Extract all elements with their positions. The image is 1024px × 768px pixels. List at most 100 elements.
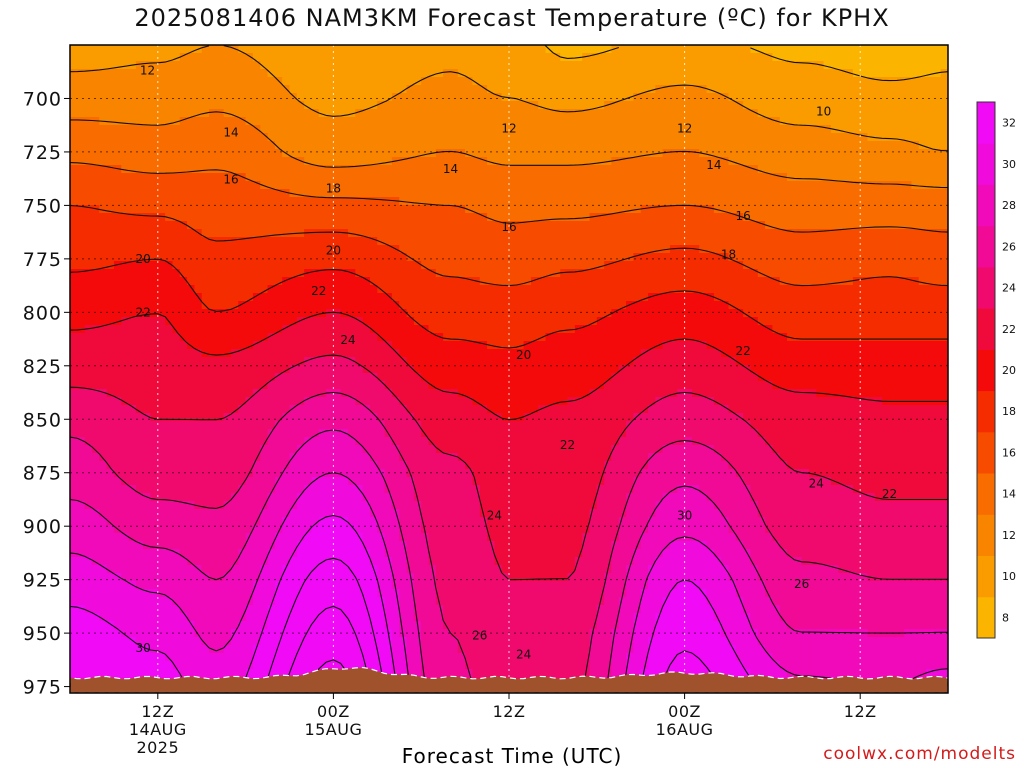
fill-cell [545, 173, 554, 182]
fill-cell [618, 293, 627, 302]
fill-cell [457, 221, 466, 230]
fill-cell [487, 141, 495, 150]
fill-cell [479, 101, 488, 110]
fill-cell [648, 117, 656, 126]
fill-cell [874, 253, 883, 262]
fill-cell [369, 125, 378, 134]
fill-cell [838, 61, 847, 70]
fill-cell [801, 141, 810, 150]
fill-cell [721, 61, 730, 70]
fill-cell [472, 181, 481, 190]
fill-cell [823, 349, 832, 358]
fill-cell [530, 197, 539, 206]
fill-cell [757, 277, 766, 286]
fill-cell [443, 149, 452, 158]
fill-cell [384, 309, 393, 318]
fill-cell [84, 221, 93, 230]
fill-cell [201, 117, 210, 126]
fill-cell [852, 365, 861, 374]
fill-cell [457, 373, 466, 382]
fill-cell [845, 221, 854, 230]
fill-cell [626, 149, 634, 158]
fill-cell [99, 149, 108, 158]
fill-cell [721, 277, 730, 286]
fill-cell [669, 93, 678, 102]
fill-cell [377, 149, 386, 158]
fill-cell [194, 165, 203, 174]
fill-cell [267, 181, 276, 190]
fill-cell [194, 325, 203, 334]
fill-cell [450, 77, 459, 86]
fill-cell [772, 277, 781, 286]
fill-cell [765, 61, 773, 70]
fill-cell [677, 45, 686, 54]
fill-cell [801, 149, 810, 158]
fill-cell [735, 245, 744, 254]
fill-cell [874, 309, 883, 318]
fill-cell [472, 125, 481, 134]
fill-cell [413, 181, 422, 190]
fill-cell [684, 125, 693, 134]
fill-cell [326, 69, 334, 78]
fill-cell [443, 77, 452, 86]
fill-cell [867, 117, 876, 126]
fill-cell [289, 269, 298, 278]
fill-cell [896, 133, 905, 142]
fill-cell [574, 213, 583, 222]
fill-cell [889, 149, 898, 158]
fill-cell [845, 365, 854, 374]
fill-cell [274, 277, 283, 286]
fill-cell [326, 261, 334, 270]
fill-cell [655, 269, 664, 278]
fill-cell [509, 77, 517, 86]
fill-cell [99, 229, 108, 238]
fill-cell [699, 245, 708, 254]
fill-cell [348, 349, 356, 358]
fill-cell [757, 45, 766, 54]
fill-cell [333, 237, 342, 246]
fill-cell [691, 101, 700, 110]
fill-cell [926, 61, 934, 70]
fill-cell [918, 341, 927, 350]
fill-cell [648, 173, 656, 182]
fill-cell [399, 261, 408, 270]
fill-cell [443, 261, 452, 270]
fill-cell [538, 117, 547, 126]
fill-cell [933, 365, 942, 374]
fill-cell [121, 61, 130, 70]
fill-cell [728, 261, 737, 270]
fill-cell [172, 45, 181, 54]
fill-cell [677, 301, 686, 310]
fill-cell [509, 125, 517, 134]
fill-cell [172, 85, 181, 94]
fill-cell [326, 277, 334, 286]
fill-cell [465, 229, 474, 238]
fill-cell [421, 285, 430, 294]
fill-cell [801, 317, 810, 326]
fill-cell [509, 341, 517, 350]
fill-cell [530, 205, 539, 214]
fill-cell [662, 229, 671, 238]
fill-cell [501, 221, 510, 230]
fill-cell [728, 309, 737, 318]
fill-cell [326, 365, 334, 374]
fill-cell [435, 285, 444, 294]
fill-cell [582, 357, 591, 366]
fill-cell [589, 69, 598, 78]
fill-cell [428, 165, 437, 174]
fill-cell [318, 197, 327, 206]
fill-cell [926, 133, 934, 142]
fill-cell [201, 77, 210, 86]
fill-cell [596, 101, 605, 110]
fill-cell [918, 349, 927, 358]
fill-cell [487, 205, 495, 214]
fill-cell [428, 245, 437, 254]
fill-cell [574, 341, 583, 350]
fill-cell [743, 173, 752, 182]
fill-cell [267, 101, 276, 110]
fill-cell [867, 341, 876, 350]
fill-cell [443, 157, 452, 166]
fill-cell [787, 357, 795, 366]
fill-cell [384, 93, 393, 102]
fill-cell [413, 157, 422, 166]
